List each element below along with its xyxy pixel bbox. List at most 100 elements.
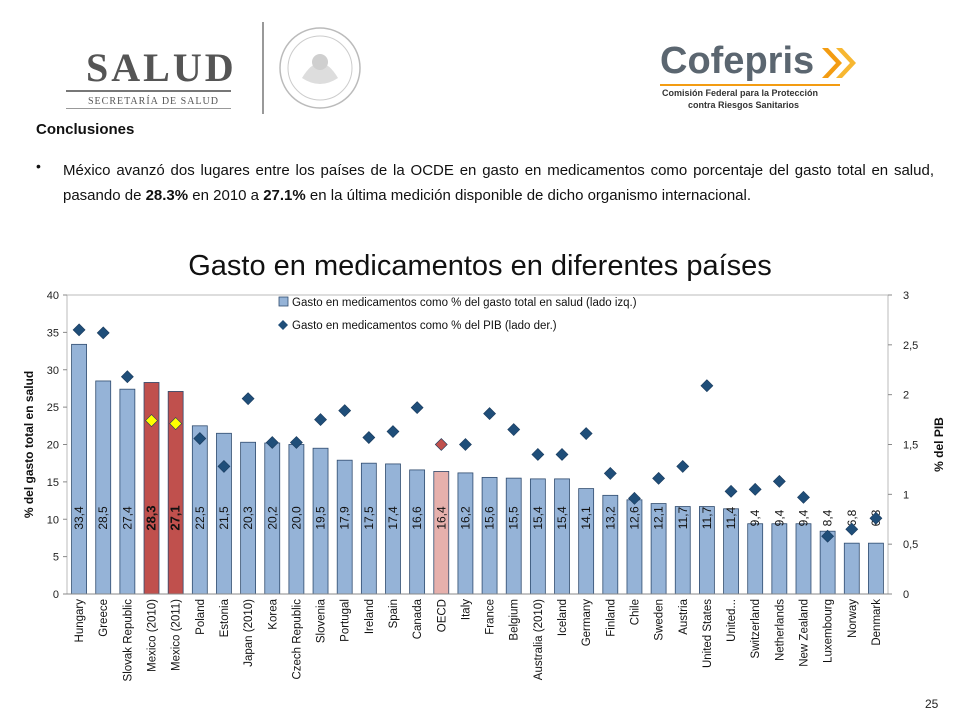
salud-logo-word: SALUD — [86, 45, 237, 90]
gdp-point — [169, 417, 183, 430]
bar — [868, 542, 884, 595]
category-label: Denmark — [871, 599, 883, 646]
right-tick-label: 0 — [903, 589, 909, 601]
category-label: Iceland — [557, 599, 569, 636]
bullet-dot-icon: • — [36, 158, 41, 174]
category-label: Greece — [98, 599, 110, 637]
bar-value-label: 12,6 — [627, 506, 641, 530]
category-label: United... — [726, 599, 738, 642]
category-label: Chile — [629, 599, 641, 625]
category-label: United States — [702, 599, 714, 668]
gdp-point — [145, 414, 158, 428]
bar-value-label: 15,6 — [483, 506, 497, 530]
right-tick-label: 3 — [903, 290, 909, 302]
gdp-point — [459, 438, 472, 451]
gdp-point — [555, 448, 569, 461]
bar-value-label: 14,1 — [579, 506, 593, 530]
gdp-point — [410, 401, 424, 415]
bar — [747, 523, 764, 595]
category-label: Hungary — [74, 599, 86, 643]
left-tick-label: 25 — [47, 402, 59, 414]
bar-value-label: 17,5 — [362, 506, 376, 530]
bar — [795, 523, 812, 595]
right-tick-label: 1 — [903, 489, 909, 501]
gdp-point — [797, 490, 810, 504]
bullet-value-latest: 27.1% — [263, 187, 306, 204]
gdp-point — [628, 491, 641, 505]
salud-logo-subtitle: SECRETARÍA DE SALUD — [88, 96, 219, 107]
gdp-point — [507, 423, 521, 436]
gdp-point — [72, 323, 86, 337]
category-label: Norway — [847, 599, 859, 638]
right-tick-label: 2,5 — [903, 340, 918, 352]
gdp-point — [724, 484, 738, 498]
left-tick-label: 35 — [47, 327, 59, 339]
right-tick-label: 1,5 — [903, 440, 918, 452]
gdp-point — [869, 511, 883, 525]
gdp-point — [362, 431, 376, 444]
bullet-text-part-2: en 2010 a — [188, 187, 264, 204]
legend-point-swatch — [278, 320, 288, 330]
bar-value-label: 17,4 — [386, 506, 400, 530]
left-tick-label: 20 — [47, 440, 59, 452]
bar — [409, 469, 426, 595]
left-tick-label: 40 — [47, 290, 59, 302]
left-tick-label: 15 — [47, 477, 59, 489]
bar-value-label: 15,5 — [507, 506, 521, 530]
gdp-point — [314, 413, 327, 427]
bar-value-label: 27,4 — [120, 506, 134, 530]
bar — [554, 478, 570, 595]
bar-value-label: 15,4 — [555, 506, 569, 530]
category-label: Finland — [605, 599, 617, 637]
right-tick-label: 0,5 — [903, 539, 918, 551]
category-label: Poland — [195, 599, 207, 635]
bar-value-label: 28,5 — [96, 506, 110, 530]
category-label: New Zealand — [798, 599, 810, 667]
bar — [433, 471, 450, 595]
header: SALUD SECRETARÍA DE SALUD Cofepris Comis… — [0, 0, 960, 118]
bar — [505, 477, 522, 595]
bar-value-label: 22,5 — [193, 506, 207, 530]
gdp-point — [676, 460, 690, 473]
category-label: Italy — [460, 599, 472, 620]
bar-value-label: 9,4 — [772, 509, 786, 526]
category-label: Sweden — [654, 599, 666, 641]
bar — [578, 488, 595, 595]
gdp-point — [338, 404, 352, 418]
bar-value-label: 16,6 — [410, 506, 424, 530]
bar-value-label: 17,9 — [338, 506, 352, 530]
legend-point-label: Gasto en medicamentos como % del PIB (la… — [292, 320, 557, 332]
bar — [529, 478, 546, 595]
cofepris-logo-rule — [660, 84, 840, 86]
gdp-point — [386, 425, 400, 438]
salud-logo-rule-2 — [66, 108, 231, 109]
category-label: Austria — [678, 598, 690, 634]
bar — [481, 476, 498, 595]
category-label: Portugal — [340, 599, 352, 642]
bar — [71, 343, 87, 595]
page-number: 25 — [925, 697, 939, 711]
left-tick-label: 30 — [47, 365, 59, 377]
bar — [843, 542, 860, 595]
left-tick-label: 10 — [47, 514, 59, 526]
bullet-text: México avanzó dos lugares entre los país… — [63, 158, 934, 208]
category-label: Canada — [412, 598, 424, 639]
bullet-text-part-3: en la última medición disponible de dich… — [305, 187, 752, 204]
bar — [95, 380, 112, 595]
bar — [119, 388, 136, 595]
gdp-point — [241, 392, 255, 406]
salud-logo: SALUD SECRETARÍA DE SALUD — [66, 40, 236, 110]
gdp-point — [579, 427, 593, 440]
category-label: Germany — [581, 599, 593, 647]
bar-value-label: 11,7 — [700, 506, 714, 529]
category-label: Czech Republic — [291, 599, 303, 680]
gdp-point — [821, 529, 835, 543]
section-title: Conclusiones — [36, 121, 135, 138]
bullet-value-2010: 28.3% — [145, 187, 189, 204]
cofepris-logo: Cofepris Comisión Federal para la Protec… — [660, 40, 890, 120]
bar-value-label: 33,4 — [72, 506, 86, 530]
legend-bar-swatch — [278, 296, 289, 307]
gdp-point — [434, 438, 448, 451]
gdp-point — [845, 522, 859, 536]
